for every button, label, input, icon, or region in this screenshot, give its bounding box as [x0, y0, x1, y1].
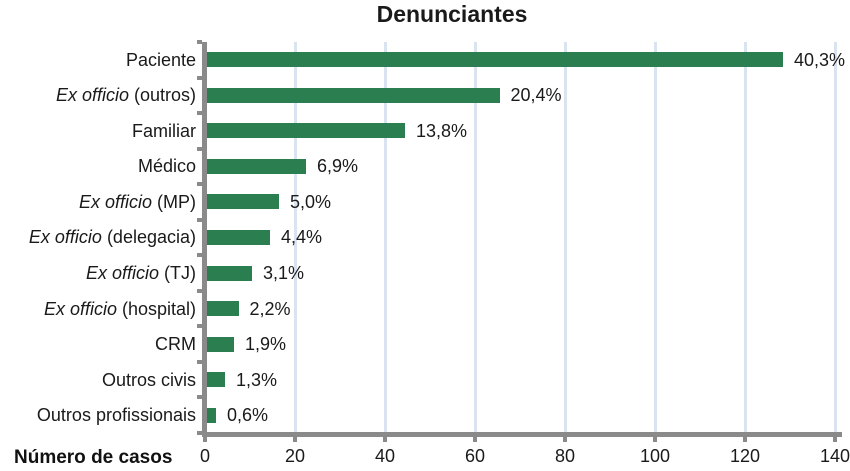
category-label-text: (delegacia)	[101, 227, 196, 248]
y-axis-tick	[197, 40, 202, 44]
y-axis-tick	[197, 288, 202, 293]
x-axis-tick	[293, 437, 297, 442]
bar	[207, 336, 234, 352]
x-axis-tick	[203, 437, 207, 442]
category-label-text: Médico	[137, 156, 196, 177]
y-axis-tick	[197, 75, 202, 80]
x-axis-line	[202, 432, 842, 437]
bar	[207, 301, 239, 317]
x-tick-label: 40	[374, 446, 396, 466]
x-axis-tick	[743, 437, 747, 442]
category-label: Ex officio (outros)	[0, 84, 196, 106]
value-label: 1,9%	[245, 334, 287, 355]
category-label: Ex officio (MP)	[0, 191, 196, 213]
x-tick-label: 100	[639, 446, 671, 466]
gridline	[383, 42, 387, 433]
x-tick-label: 120	[729, 446, 761, 466]
gridline	[743, 42, 747, 433]
category-label: Familiar	[0, 120, 196, 142]
category-label-text: Outros profissionais	[36, 405, 196, 426]
y-axis-tick	[197, 182, 202, 187]
x-axis-tick	[833, 437, 837, 442]
gridline	[563, 42, 567, 433]
x-tick-label: 60	[464, 446, 486, 466]
y-axis-tick	[197, 324, 202, 329]
category-label-italic: Ex officio	[85, 263, 160, 284]
x-tick-label: 0	[199, 446, 210, 466]
x-axis-tick	[383, 437, 387, 442]
y-axis-tick	[197, 395, 202, 400]
value-label: 20,4%	[510, 85, 562, 106]
category-label-italic: Ex officio	[43, 298, 117, 319]
gridline	[833, 42, 837, 433]
value-label: 4,4%	[281, 227, 323, 248]
category-label-italic: Ex officio	[28, 227, 102, 248]
x-axis-tick	[473, 437, 477, 442]
y-axis-tick	[197, 253, 202, 258]
value-label: 6,9%	[317, 156, 359, 177]
value-label: 0,6%	[227, 405, 269, 426]
category-label-text: Outros civis	[101, 369, 196, 390]
bar	[207, 52, 783, 68]
category-label-text: (MP)	[152, 191, 196, 212]
y-axis-tick	[197, 359, 202, 364]
value-label: 2,2%	[249, 298, 291, 319]
bar	[207, 372, 225, 388]
category-label-text: Familiar	[131, 120, 196, 141]
category-label: Outros profissionais	[0, 404, 196, 426]
bar	[207, 407, 216, 423]
bar	[207, 229, 270, 245]
category-label: Ex officio (delegacia)	[0, 226, 196, 248]
bar	[207, 123, 405, 139]
bar	[207, 87, 500, 103]
y-axis-tick	[197, 217, 202, 222]
x-axis-tick	[653, 437, 657, 442]
y-axis-tick	[197, 111, 202, 116]
x-axis-tick	[563, 437, 567, 442]
x-tick-label: 140	[819, 446, 850, 466]
gridline	[473, 42, 477, 433]
y-axis-tick	[197, 430, 202, 435]
chart-title: Denunciantes	[376, 1, 528, 27]
category-label: Médico	[0, 155, 196, 177]
value-label: 40,3%	[794, 49, 846, 70]
gridline	[653, 42, 657, 433]
x-axis-label: Número de casos	[14, 447, 173, 468]
x-tick-label: 20	[284, 446, 306, 466]
bar	[207, 265, 252, 281]
value-label: 5,0%	[290, 191, 332, 212]
y-axis-tick	[197, 146, 202, 151]
bar	[207, 158, 306, 174]
category-label: Paciente	[0, 49, 196, 71]
category-label-italic: Ex officio	[78, 191, 152, 212]
value-label: 1,3%	[236, 369, 278, 390]
x-tick-label: 80	[554, 446, 576, 466]
category-label-text: (TJ)	[159, 263, 196, 284]
category-label: Ex officio (hospital)	[0, 298, 196, 320]
category-label: Outros civis	[0, 369, 196, 391]
category-label-italic: Ex officio	[55, 85, 129, 106]
category-label-text: Paciente	[125, 49, 196, 70]
category-label-text: (outros)	[128, 85, 196, 106]
value-label: 13,8%	[416, 120, 468, 141]
category-label: Ex officio (TJ)	[0, 262, 196, 284]
category-label-text: CRM	[155, 334, 196, 355]
category-label: CRM	[0, 333, 196, 355]
bar	[207, 194, 279, 210]
category-label-text: (hospital)	[116, 298, 196, 319]
y-axis-line	[202, 42, 207, 437]
gridline	[293, 42, 297, 433]
value-label: 3,1%	[263, 263, 305, 284]
